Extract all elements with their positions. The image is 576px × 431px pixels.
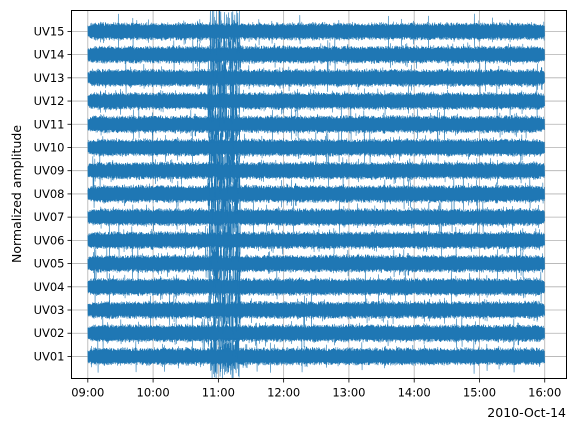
y-tick-label-uv13: UV13 bbox=[34, 71, 65, 85]
y-tick-label-uv06: UV06 bbox=[34, 233, 65, 247]
y-tick-label-uv11: UV11 bbox=[34, 117, 65, 131]
y-tick-label-uv10: UV10 bbox=[34, 140, 65, 154]
trace-band-uv06 bbox=[89, 235, 543, 246]
x-tick-label: 14:00 bbox=[398, 386, 431, 400]
y-tick-label-uv07: UV07 bbox=[34, 210, 65, 224]
plot-frame bbox=[71, 10, 567, 379]
y-axis-label: Normalized amplitude bbox=[9, 125, 24, 263]
trace-band-uv13 bbox=[89, 72, 543, 84]
y-tick-label-uv08: UV08 bbox=[34, 187, 65, 201]
trace-band-uv04 bbox=[89, 281, 543, 292]
y-tick-label-uv09: UV09 bbox=[34, 164, 65, 178]
trace-band-uv02 bbox=[89, 328, 543, 339]
trace-band-uv14 bbox=[89, 49, 543, 60]
trace-band-uv15 bbox=[89, 26, 543, 37]
y-tick-labels: UV01 UV02 UV03 UV04 UV05 UV06 UV07 UV08 UV09 UV10… bbox=[34, 24, 72, 363]
x-tick-label: 15:00 bbox=[463, 386, 496, 400]
x-tick-label: 11:00 bbox=[202, 386, 235, 400]
y-tick-label-uv14: UV14 bbox=[34, 48, 65, 62]
date-label: 2010-Oct-14 bbox=[487, 405, 566, 420]
x-tick-label: 10:00 bbox=[137, 386, 170, 400]
y-tick-label-uv05: UV05 bbox=[34, 257, 65, 271]
trace-band-uv10 bbox=[89, 142, 543, 153]
trace-layer bbox=[87, 10, 545, 379]
y-tick-label-uv12: UV12 bbox=[34, 94, 65, 108]
trace-band-uv12 bbox=[89, 95, 543, 107]
y-tick-label-uv01: UV01 bbox=[34, 349, 65, 363]
trace-band-uv09 bbox=[89, 165, 543, 176]
trace-band-uv07 bbox=[89, 211, 543, 223]
trace-band-uv11 bbox=[89, 119, 543, 130]
y-tick-label-uv03: UV03 bbox=[34, 303, 65, 317]
y-tick-label-uv04: UV04 bbox=[34, 280, 65, 294]
y-tick-label-uv15: UV15 bbox=[34, 24, 65, 38]
x-tick-label: 16:00 bbox=[528, 386, 561, 400]
x-tick-label: 12:00 bbox=[267, 386, 300, 400]
x-tick-labels: 09:00 10:00 11:00 12:00 13:00 14:00 15:00 16:00 bbox=[71, 378, 561, 400]
x-tick-label: 13:00 bbox=[332, 386, 365, 400]
trace-band-uv03 bbox=[89, 304, 543, 316]
trace-band-uv08 bbox=[89, 188, 543, 200]
y-tick-label-uv02: UV02 bbox=[34, 326, 65, 340]
trace-band-uv01 bbox=[89, 351, 543, 362]
trace-band-uv05 bbox=[89, 258, 543, 269]
x-tick-label: 09:00 bbox=[71, 386, 104, 400]
